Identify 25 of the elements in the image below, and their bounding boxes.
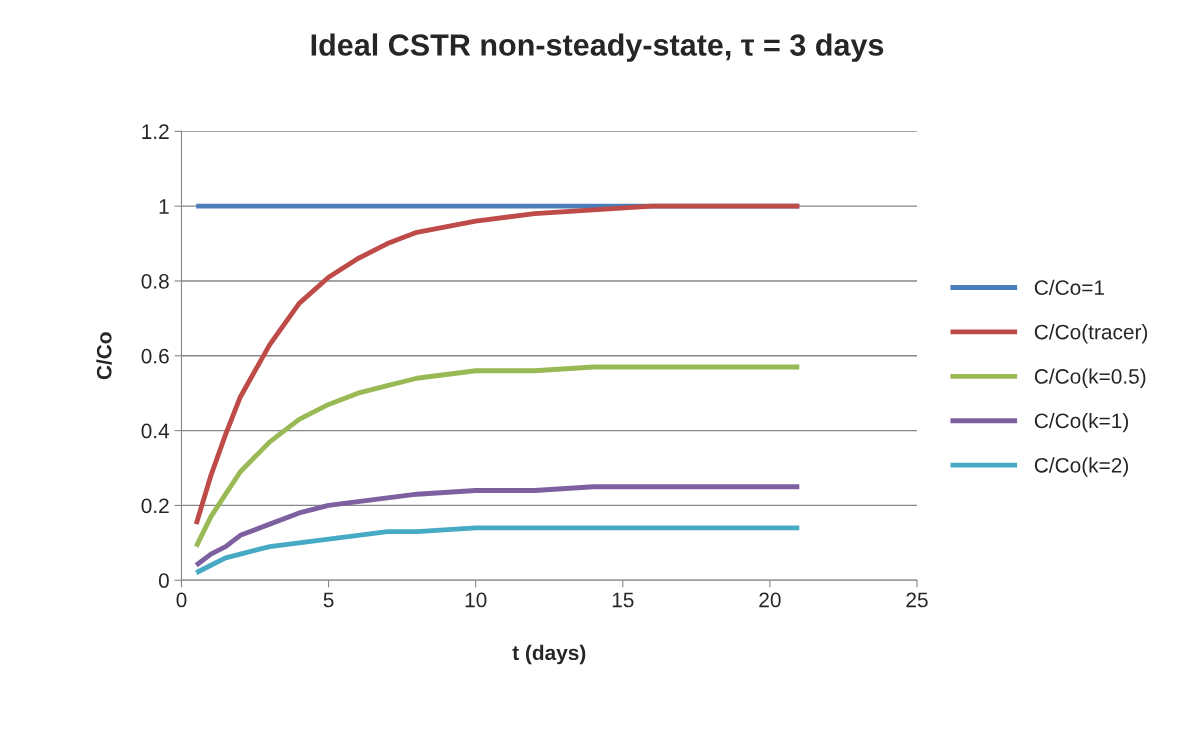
y-tick-label: 0.4 <box>141 423 170 439</box>
y-tick-label: 0.2 <box>141 498 169 514</box>
y-tick-label: 0.6 <box>141 348 169 364</box>
line-series <box>193 525 802 576</box>
chart-title: Ideal CSTR non-steady-state, τ = 3 days <box>311 33 884 62</box>
x-tick-label: 10 <box>465 592 487 608</box>
legend-label: C/Co(k=0.5) <box>1034 368 1146 388</box>
legend-label: C/Co=1 <box>1034 279 1104 295</box>
legend-label: C/Co(k=1) <box>1034 412 1128 433</box>
y-tick-label: 0.8 <box>141 273 169 289</box>
legend-label: C/Co(tracer) <box>1034 324 1148 344</box>
y-tick-label: 1.2 <box>142 124 169 139</box>
x-axis-title: t (days) <box>512 644 586 665</box>
line-series <box>193 203 802 527</box>
y-axis-title: C/Co <box>96 332 112 380</box>
x-tick-label: 25 <box>906 592 928 608</box>
y-tick-label: 1 <box>159 199 169 214</box>
x-tick-label: 5 <box>323 592 334 608</box>
legend-label: C/Co(k=2) <box>1034 457 1128 477</box>
line-series <box>193 364 802 550</box>
y-tick-label: 0 <box>158 573 169 588</box>
x-tick-label: 0 <box>176 592 187 608</box>
x-tick-label: 20 <box>759 592 781 608</box>
x-tick-label: 15 <box>612 592 634 608</box>
line-series <box>193 484 802 568</box>
